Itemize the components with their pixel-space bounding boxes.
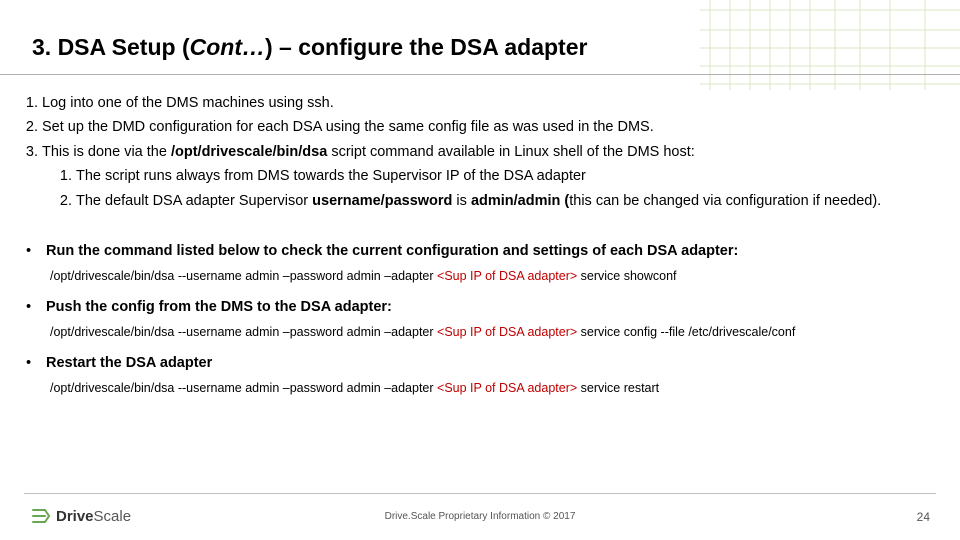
decorative-grid	[700, 0, 960, 90]
title-cont: Cont…	[190, 34, 265, 60]
footer-text: Drive.Scale Proprietary Information © 20…	[0, 511, 960, 522]
slide-title: 3. DSA Setup (Cont…) – configure the DSA…	[32, 34, 587, 61]
sub-list: The script runs always from DMS towards …	[42, 165, 938, 212]
bullet-check-config: • Run the command listed below to check …	[22, 240, 938, 262]
bullet-2-text: Push the config from the DMS to the DSA …	[46, 296, 938, 318]
page-number: 24	[917, 510, 930, 524]
sup-ip-1: <Sup IP of DSA adapter>	[437, 269, 577, 283]
title-prefix: 3. DSA Setup (	[32, 34, 190, 60]
substep-1: The script runs always from DMS towards …	[76, 165, 938, 187]
step-3: This is done via the /opt/drivescale/bin…	[42, 141, 938, 212]
slide-body: Log into one of the DMS machines using s…	[22, 92, 938, 408]
step-2: Set up the DMD configuration for each DS…	[42, 116, 938, 138]
sup-ip-2: <Sup IP of DSA adapter>	[437, 325, 577, 339]
footer-divider	[24, 493, 936, 494]
command-1: /opt/drivescale/bin/dsa --username admin…	[22, 267, 938, 286]
bullet-push-config: • Push the config from the DMS to the DS…	[22, 296, 938, 318]
bullet-restart: • Restart the DSA adapter	[22, 352, 938, 374]
title-divider	[0, 74, 960, 75]
substep-2: The default DSA adapter Supervisor usern…	[76, 190, 938, 212]
title-suffix: ) – configure the DSA adapter	[265, 34, 587, 60]
step-1: Log into one of the DMS machines using s…	[42, 92, 938, 114]
bullet-3-text: Restart the DSA adapter	[46, 352, 938, 374]
sup-ip-3: <Sup IP of DSA adapter>	[437, 381, 577, 395]
bullet-1-text: Run the command listed below to check th…	[46, 240, 938, 262]
command-2: /opt/drivescale/bin/dsa --username admin…	[22, 323, 938, 342]
main-list: Log into one of the DMS machines using s…	[22, 92, 938, 212]
command-3: /opt/drivescale/bin/dsa --username admin…	[22, 379, 938, 398]
